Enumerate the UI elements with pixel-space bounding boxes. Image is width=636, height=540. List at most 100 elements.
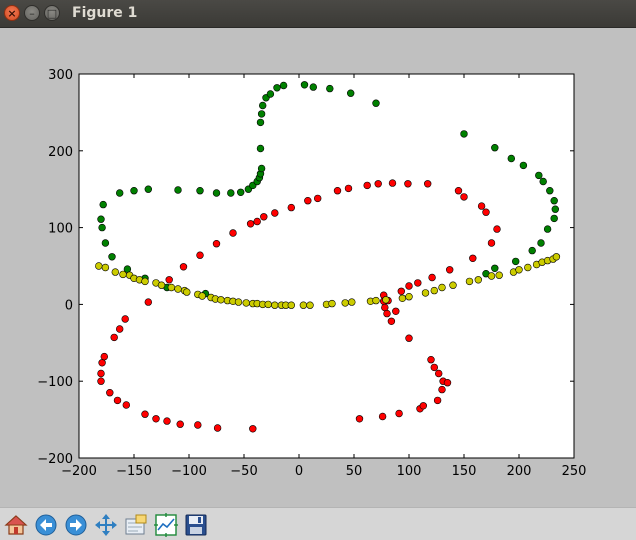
point-s2-43 xyxy=(430,286,438,295)
arrow-left-icon xyxy=(35,514,56,535)
window-title: Figure 1 xyxy=(72,5,138,21)
point-s1-33 xyxy=(363,181,371,190)
point-s0-14 xyxy=(212,189,221,197)
point-s2-31 xyxy=(299,301,308,309)
point-s0-43 xyxy=(550,197,558,205)
minimize-icon[interactable]: – xyxy=(24,5,40,21)
point-s1-18 xyxy=(196,251,204,259)
y-axis: −200 −100 0 100 200 300 xyxy=(37,68,574,467)
x-axis: −200 −150 −100 −50 0 50 100 150 200 250 xyxy=(61,74,586,479)
point-s1-25 xyxy=(260,213,268,221)
point-s1-7 xyxy=(115,325,124,333)
move-arrows-icon xyxy=(94,513,117,536)
point-s1-10 xyxy=(141,410,149,418)
point-s0-22 xyxy=(257,164,266,173)
point-s2-1 xyxy=(101,263,110,272)
point-s1-66 xyxy=(482,208,490,216)
point-s1-14 xyxy=(165,276,173,284)
point-s0-31 xyxy=(300,81,309,89)
back-button[interactable] xyxy=(32,511,59,538)
point-s2-34 xyxy=(328,299,336,308)
point-s2-3 xyxy=(119,270,127,279)
home-button[interactable] xyxy=(2,511,29,538)
point-s0-46 xyxy=(543,225,552,233)
point-s2-38 xyxy=(372,296,380,305)
point-s2-35 xyxy=(341,299,349,307)
pan-button[interactable] xyxy=(92,511,119,538)
point-s2-47 xyxy=(474,276,482,284)
point-s1-16 xyxy=(179,263,188,271)
forward-button[interactable] xyxy=(62,511,89,538)
point-s0-30 xyxy=(279,81,288,90)
point-s1-17 xyxy=(194,421,202,429)
point-s1-13 xyxy=(163,417,171,425)
point-s2-40 xyxy=(398,294,407,302)
point-s1-9 xyxy=(122,401,131,409)
point-s1-45 xyxy=(397,287,405,295)
point-s0-2 xyxy=(99,200,107,209)
point-s0-45 xyxy=(550,214,558,223)
point-s0-50 xyxy=(491,264,499,273)
point-s2-26 xyxy=(264,300,272,309)
point-s0-3 xyxy=(101,239,110,247)
floppy-disk-icon xyxy=(185,514,206,535)
point-s1-11 xyxy=(144,298,153,306)
zoom-rect-icon xyxy=(125,514,146,534)
point-s1-39 xyxy=(383,309,391,318)
point-s0-25 xyxy=(257,110,266,118)
point-s1-34 xyxy=(374,180,382,188)
point-s0-5 xyxy=(115,189,124,197)
point-s2-36 xyxy=(348,298,356,306)
y-tick-label-5: 300 xyxy=(48,68,73,83)
point-s1-54 xyxy=(428,273,436,282)
point-s1-6 xyxy=(113,396,122,405)
point-s1-5 xyxy=(110,333,118,342)
maximize-icon[interactable]: □ xyxy=(44,5,60,21)
point-s2-13 xyxy=(183,288,191,296)
point-s1-42 xyxy=(388,179,397,187)
y-tick-label-2: 0 xyxy=(65,298,73,313)
point-s2-57 xyxy=(552,253,561,261)
point-s2-49 xyxy=(495,271,503,279)
point-s2-9 xyxy=(157,281,166,289)
point-s0-1 xyxy=(98,223,106,232)
point-s0-32 xyxy=(309,83,317,91)
point-s2-41 xyxy=(405,293,413,301)
point-s1-38 xyxy=(381,303,389,312)
point-s1-29 xyxy=(314,194,322,203)
point-s1-0 xyxy=(97,377,105,385)
point-s0-12 xyxy=(196,187,204,195)
point-s0-40 xyxy=(535,171,543,180)
title-bar: × – □ Figure 1 xyxy=(0,0,636,28)
point-s0-15 xyxy=(227,189,235,197)
point-s2-32 xyxy=(306,301,314,309)
point-s0-4 xyxy=(108,253,116,261)
point-s0-9 xyxy=(144,185,153,193)
point-s1-24 xyxy=(253,217,261,226)
point-s0-7 xyxy=(130,187,138,195)
close-icon[interactable]: × xyxy=(4,5,20,21)
point-s1-65 xyxy=(477,202,486,210)
point-s2-7 xyxy=(141,277,149,286)
y-tick-label-3: 100 xyxy=(48,222,73,237)
y-tick-label-1: −100 xyxy=(37,375,73,390)
arrow-right-icon xyxy=(65,514,86,535)
figure-canvas: −200 −150 −100 −50 0 50 100 150 200 250 −200 −100 0… xyxy=(0,28,636,507)
save-button[interactable] xyxy=(182,511,209,538)
point-s0-39 xyxy=(519,161,528,170)
point-s2-52 xyxy=(524,263,532,272)
point-s1-2 xyxy=(98,359,106,367)
point-s2-46 xyxy=(465,277,474,286)
x-tick-label-1: −150 xyxy=(116,464,152,479)
subplots-button[interactable] xyxy=(152,511,179,538)
x-tick-label-2: −100 xyxy=(171,464,207,479)
axes-area[interactable] xyxy=(79,74,574,458)
navigation-toolbar xyxy=(0,507,636,540)
point-s1-20 xyxy=(213,424,222,432)
point-s1-53 xyxy=(427,356,435,364)
point-s0-11 xyxy=(174,186,182,194)
point-s1-12 xyxy=(152,415,160,423)
zoom-button[interactable] xyxy=(122,511,149,538)
point-s2-45 xyxy=(449,281,457,289)
point-s0-23 xyxy=(256,144,265,153)
